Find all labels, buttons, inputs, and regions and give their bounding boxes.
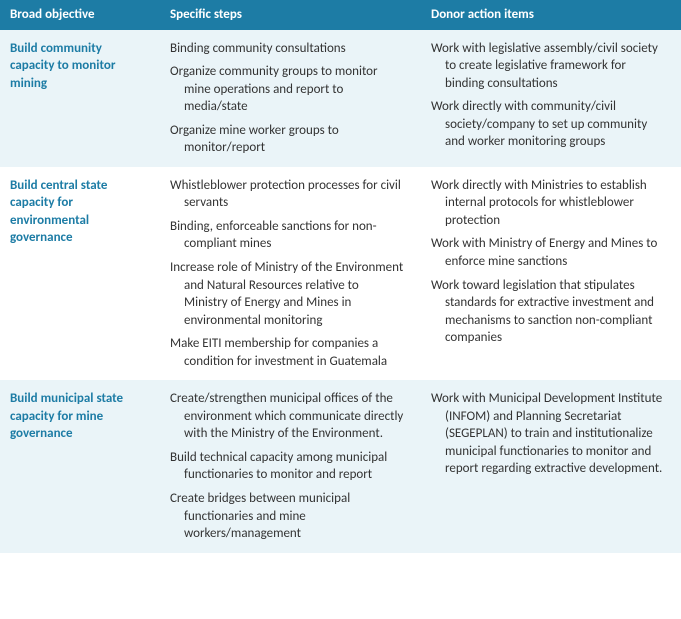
table-row: Build municipal state capacity for mine … [0,380,681,552]
steps-cell: Create/strengthen municipal offices of t… [160,380,421,552]
steps-cell: Binding community consultations Organize… [160,30,421,167]
list-item: Work directly with community/civil socie… [431,98,665,151]
list-item: Increase role of Ministry of the Environ… [170,259,405,329]
list-item: Make EITI membership for companies a con… [170,335,405,370]
objectives-table-container: Broad objective Specific steps Donor act… [0,0,681,553]
actions-cell: Work with legislative assembly/civil soc… [421,30,681,167]
steps-cell: Whistleblower protection processes for c… [160,167,421,380]
list-item: Binding community consultations [170,40,405,58]
list-item: Build technical capacity among municipal… [170,449,405,484]
objectives-table: Broad objective Specific steps Donor act… [0,0,681,553]
list-item: Create/strengthen municipal offices of t… [170,390,405,443]
list-item: Binding, enforceable sanctions for non-c… [170,218,405,253]
table-row: Build central state capacity for environ… [0,167,681,380]
header-broad-objective: Broad objective [0,0,160,30]
list-item: Whistleblower protection processes for c… [170,177,405,212]
list-item: Organize mine worker groups to monitor/r… [170,122,405,157]
list-item: Work with Ministry of Energy and Mines t… [431,235,665,270]
actions-list: Work with Municipal Development Institut… [431,390,665,478]
table-header-row: Broad objective Specific steps Donor act… [0,0,681,30]
objective-cell: Build community capacity to monitor mini… [0,30,160,167]
actions-cell: Work with Municipal Development Institut… [421,380,681,552]
steps-list: Binding community consultations Organize… [170,40,405,157]
objective-cell: Build municipal state capacity for mine … [0,380,160,552]
objective-cell: Build central state capacity for environ… [0,167,160,380]
list-item: Work directly with Ministries to establi… [431,177,665,230]
header-specific-steps: Specific steps [160,0,421,30]
actions-list: Work with legislative assembly/civil soc… [431,40,665,151]
list-item: Create bridges between municipal functio… [170,490,405,543]
list-item: Work with legislative assembly/civil soc… [431,40,665,93]
list-item: Work toward legislation that stipulates … [431,277,665,347]
list-item: Work with Municipal Development Institut… [431,390,665,478]
steps-list: Whistleblower protection processes for c… [170,177,405,370]
header-donor-actions: Donor action items [421,0,681,30]
table-row: Build community capacity to monitor mini… [0,30,681,167]
actions-list: Work directly with Ministries to establi… [431,177,665,347]
steps-list: Create/strengthen municipal offices of t… [170,390,405,542]
list-item: Organize community groups to monitor min… [170,63,405,116]
actions-cell: Work directly with Ministries to establi… [421,167,681,380]
